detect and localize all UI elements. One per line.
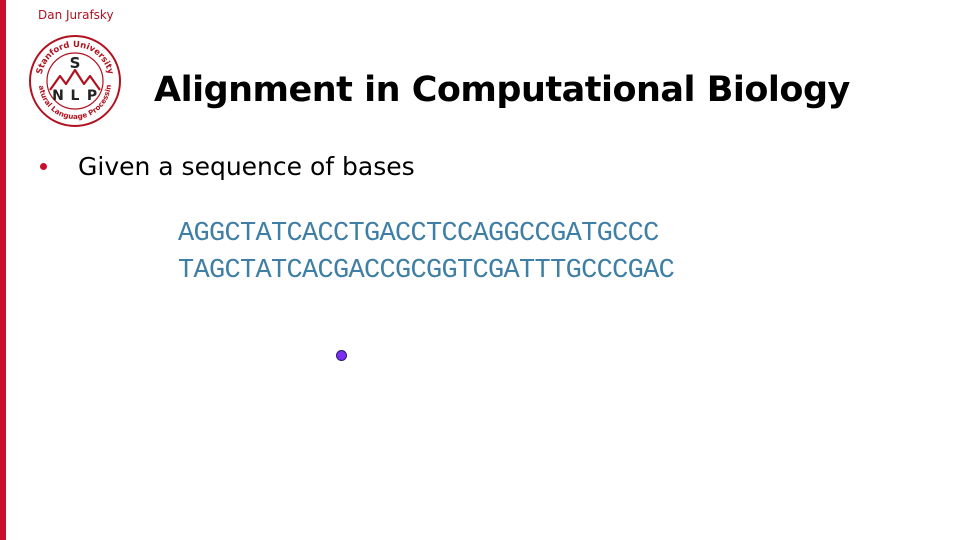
logo-letter-l: L xyxy=(71,88,80,104)
logo-letter-p: P xyxy=(87,88,97,104)
mountain-icon xyxy=(49,68,101,91)
stanford-nlp-logo: Stanford University Natural Language Pro… xyxy=(28,34,121,127)
bullet-text: Given a sequence of bases xyxy=(78,152,415,181)
author-name: Dan Jurafsky xyxy=(38,8,114,22)
dna-sequence-2: TAGCTATCACGACCGCGGTCGATTTGCCCGAC xyxy=(178,256,675,286)
laser-pointer-icon xyxy=(336,350,347,361)
slide-accent-bar xyxy=(0,0,6,540)
bullet-dot-icon xyxy=(40,163,47,170)
logo-letter-s: S xyxy=(70,54,81,72)
bullet-item: Given a sequence of bases xyxy=(40,152,415,181)
slide-title: Alignment in Computational Biology xyxy=(154,70,850,110)
dna-sequence-1: AGGCTATCACCTGACCTCCAGGCCGATGCCC xyxy=(178,219,659,249)
logo-letter-n: N xyxy=(52,88,64,104)
